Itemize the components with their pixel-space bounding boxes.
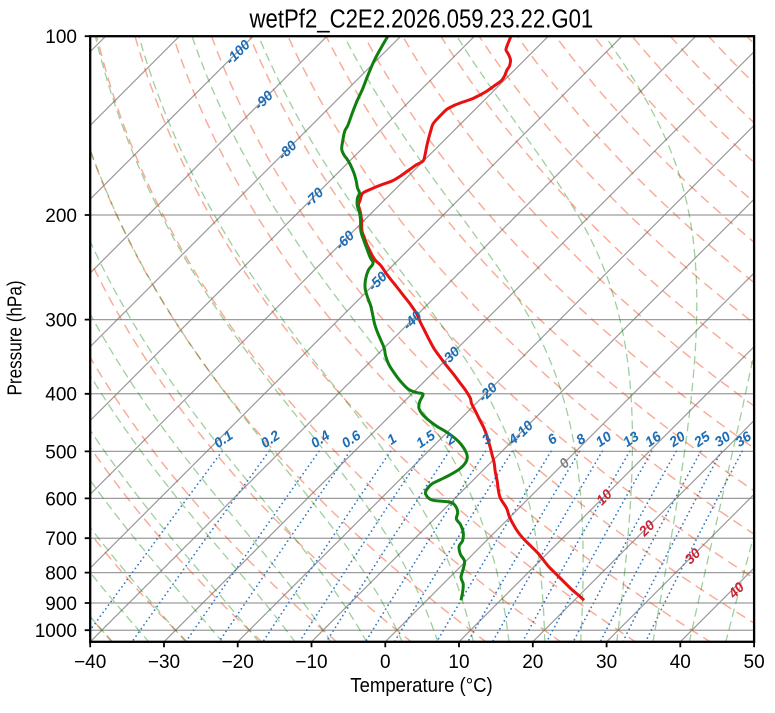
svg-text:700: 700 bbox=[45, 529, 77, 550]
svg-text:200: 200 bbox=[45, 206, 77, 227]
svg-text:40: 40 bbox=[670, 652, 691, 673]
svg-text:10: 10 bbox=[592, 428, 614, 450]
svg-text:900: 900 bbox=[45, 594, 77, 615]
svg-text:13: 13 bbox=[620, 428, 642, 450]
svg-text:800: 800 bbox=[45, 564, 77, 585]
svg-text:20: 20 bbox=[665, 428, 688, 451]
svg-text:50: 50 bbox=[744, 652, 765, 673]
svg-text:600: 600 bbox=[45, 489, 77, 510]
svg-text:−10: −10 bbox=[295, 652, 327, 673]
svg-text:−40: −40 bbox=[74, 652, 106, 673]
svg-text:500: 500 bbox=[45, 442, 77, 463]
svg-text:0: 0 bbox=[380, 652, 391, 673]
svg-text:25: 25 bbox=[690, 428, 713, 451]
svg-text:wetPf2_C2E2.2026.059.23.22.G01: wetPf2_C2E2.2026.059.23.22.G01 bbox=[249, 5, 594, 33]
svg-text:30: 30 bbox=[596, 652, 617, 673]
svg-text:Temperature (°C): Temperature (°C) bbox=[350, 675, 492, 697]
svg-text:1000: 1000 bbox=[35, 621, 77, 642]
svg-text:36: 36 bbox=[732, 428, 754, 450]
svg-text:30: 30 bbox=[711, 428, 733, 450]
svg-text:16: 16 bbox=[642, 428, 664, 450]
svg-text:100: 100 bbox=[45, 27, 77, 48]
svg-text:10: 10 bbox=[448, 652, 469, 673]
svg-text:20: 20 bbox=[522, 652, 543, 673]
svg-text:400: 400 bbox=[45, 385, 77, 406]
svg-text:300: 300 bbox=[45, 311, 77, 332]
svg-text:Pressure (hPa): Pressure (hPa) bbox=[5, 280, 27, 395]
svg-text:−20: −20 bbox=[222, 652, 254, 673]
svg-text:−30: −30 bbox=[148, 652, 180, 673]
